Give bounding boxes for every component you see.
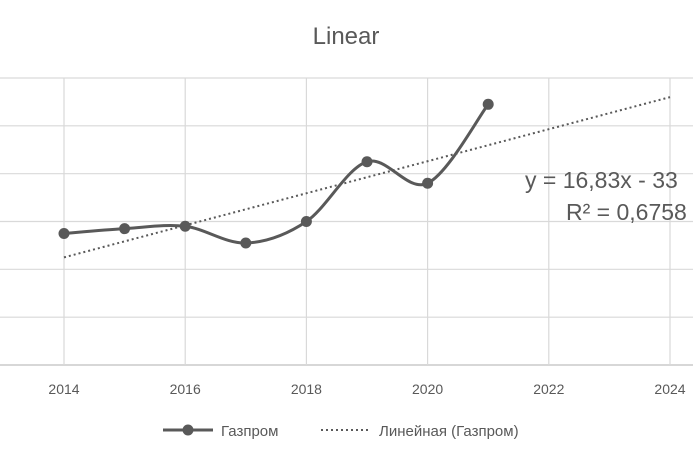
data-point	[58, 227, 70, 239]
x-tick-label: 2024	[654, 381, 685, 397]
chart-title: Linear	[313, 23, 380, 50]
x-tick-label: 2018	[291, 381, 322, 397]
x-tick-label: 2020	[412, 381, 443, 397]
data-point	[300, 216, 312, 227]
legend-trendline-label: Линейная (Газпром)	[379, 423, 519, 440]
legend: Газпром Линейная (Газпром)	[163, 423, 519, 440]
x-tick-label: 2016	[170, 381, 201, 397]
data-point	[119, 223, 131, 235]
legend-series-label: Газпром	[221, 423, 278, 440]
data-point	[240, 237, 252, 249]
x-tick-label: 2014	[48, 381, 79, 397]
x-tick-label: 2022	[533, 381, 564, 397]
trendline-equation-text: y = 16,83x - 33	[525, 167, 678, 193]
trendline-equation: y = 16,83x - 33 R² = 0,6758	[525, 167, 687, 225]
data-point	[422, 177, 434, 189]
data-point	[482, 98, 494, 110]
legend-series-marker	[182, 424, 194, 436]
x-axis-tick-labels: 2014 2016 2018 2020 2022 2024	[48, 381, 685, 397]
trendline-r-squared-text: R² = 0,6758	[566, 199, 687, 225]
data-point	[179, 220, 191, 232]
series-group	[58, 98, 494, 249]
data-point	[361, 156, 373, 168]
